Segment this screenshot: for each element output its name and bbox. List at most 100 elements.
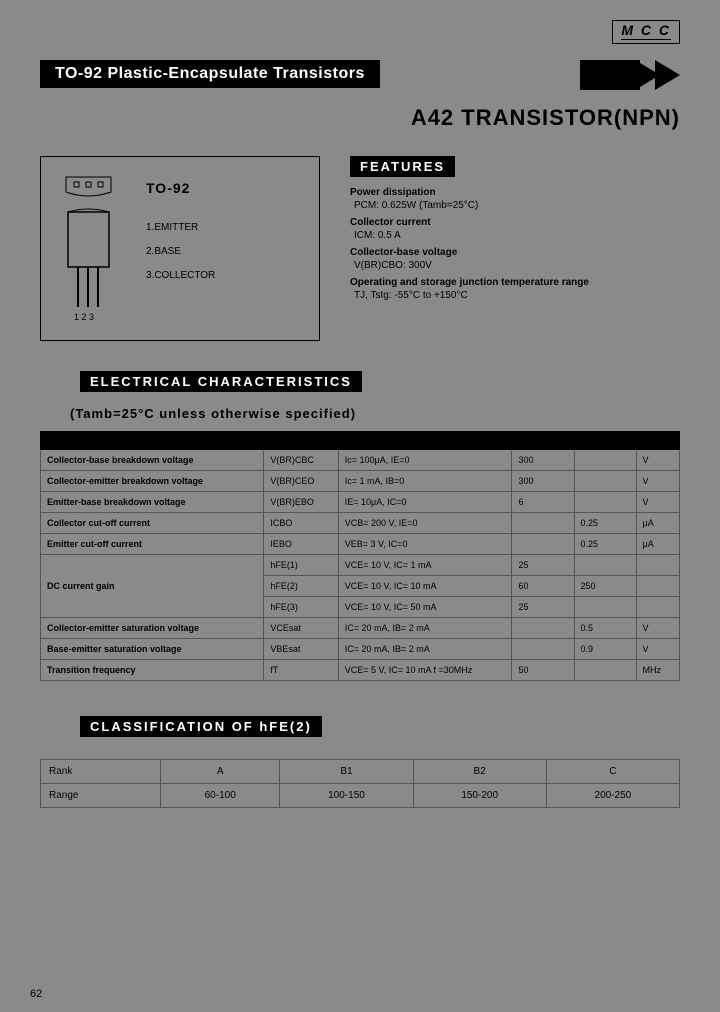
classification-header: CLASSIFICATION OF hFE(2) [80, 716, 322, 737]
min-cell: 300 [512, 471, 574, 492]
table-row: DC current gainhFE(1)VCE= 10 V, IC= 1 mA… [41, 555, 680, 576]
rank-cell: C [546, 760, 679, 784]
min-cell [512, 534, 574, 555]
feature-heading: Power dissipation [350, 187, 680, 198]
feature-item: Collector current ICM: 0.5 A [350, 217, 680, 241]
feature-item: Power dissipation PCM: 0.625W (Tamb=25°C) [350, 187, 680, 211]
electrical-section: ELECTRICAL CHARACTERISTICS (Tamb=25°C un… [40, 371, 680, 681]
range-cell: 150-200 [413, 784, 546, 808]
feature-value: TJ, Tstg: -55°C to +150°C [350, 290, 680, 301]
rank-cell: B1 [280, 760, 413, 784]
min-cell: 25 [512, 555, 574, 576]
cond-cell: IC= 20 mA, IB= 2 mA [338, 618, 512, 639]
pin-numbers: 1 2 3 [74, 312, 94, 322]
feature-heading: Collector-base voltage [350, 247, 680, 258]
unit-cell: V [636, 639, 679, 660]
page-number: 62 [30, 988, 42, 1000]
pin-1-label: 1.EMITTER [146, 216, 215, 240]
max-cell [574, 555, 636, 576]
unit-cell [636, 555, 679, 576]
electrical-subheader: (Tamb=25°C unless otherwise specified) [70, 406, 680, 421]
cond-cell: VCE= 10 V, IC= 1 mA [338, 555, 512, 576]
cond-cell: VEB= 3 V, IC=0 [338, 534, 512, 555]
cond-cell: VCE= 10 V, IC= 10 mA [338, 576, 512, 597]
pin-3-label: 3.COLLECTOR [146, 264, 215, 288]
cond-cell: VCE= 10 V, IC= 50 mA [338, 597, 512, 618]
range-cell: 100-150 [280, 784, 413, 808]
sym-cell: VBEsat [264, 639, 338, 660]
unit-cell: MHz [636, 660, 679, 681]
product-title: A42 TRANSISTOR(NPN) [40, 105, 680, 131]
feature-value: V(BR)CBO: 300V [350, 260, 680, 271]
features-section: FEATURES Power dissipationPCM: 0.625W (T… [350, 156, 680, 341]
param-cell: Collector cut-off current [41, 513, 264, 534]
sym-cell: V(BR)CEO [264, 471, 338, 492]
package-name: TO-92 [146, 172, 215, 206]
sym-cell: V(BR)CBC [264, 450, 338, 471]
package-diagram-box: 1 2 3 TO-92 1.EMITTER 2.BASE 3.COLLECTOR [40, 156, 320, 341]
unit-cell [636, 597, 679, 618]
banner-title: TO-92 Plastic-Encapsulate Transistors [40, 60, 380, 88]
classification-table: RankAB1B2CRange60-100100-150150-200200-2… [40, 759, 680, 808]
min-cell [512, 513, 574, 534]
table-row: Collector cut-off currentICBOVCB= 200 V,… [41, 513, 680, 534]
min-cell [512, 639, 574, 660]
param-cell: Collector-emitter breakdown voltage [41, 471, 264, 492]
unit-cell: V [636, 618, 679, 639]
range-label: Range [41, 784, 161, 808]
unit-cell: V [636, 492, 679, 513]
min-cell [512, 618, 574, 639]
max-cell [574, 597, 636, 618]
sym-cell: hFE(2) [264, 576, 338, 597]
table-row: Emitter cut-off currentIEBOVEB= 3 V, IC=… [41, 534, 680, 555]
rank-label: Rank [41, 760, 161, 784]
feature-item: Collector-base voltage V(BR)CBO: 300V [350, 247, 680, 271]
table-row: Emitter-base breakdown voltageV(BR)EBOIE… [41, 492, 680, 513]
param-cell: Collector-emitter saturation voltage [41, 618, 264, 639]
min-cell: 60 [512, 576, 574, 597]
max-cell: 0.25 [574, 513, 636, 534]
max-cell [574, 492, 636, 513]
unit-cell: V [636, 471, 679, 492]
min-cell: 300 [512, 450, 574, 471]
feature-item: Operating and storage junction temperatu… [350, 277, 680, 301]
max-cell: 0.25 [574, 534, 636, 555]
banner-arrows [585, 60, 680, 90]
package-labels: TO-92 1.EMITTER 2.BASE 3.COLLECTOR [146, 172, 215, 325]
title-banner: TO-92 Plastic-Encapsulate Transistors [40, 60, 680, 90]
sym-cell: fT [264, 660, 338, 681]
table-row: Transition frequencyfTVCE= 5 V, IC= 10 m… [41, 660, 680, 681]
cond-cell: VCB= 200 V, IE=0 [338, 513, 512, 534]
cond-cell: Ic= 100μA, IE=0 [338, 450, 512, 471]
pin-2-label: 2.BASE [146, 240, 215, 264]
feature-heading: Collector current [350, 217, 680, 228]
range-cell: 200-250 [546, 784, 679, 808]
min-cell: 50 [512, 660, 574, 681]
classification-section: CLASSIFICATION OF hFE(2) RankAB1B2CRange… [40, 716, 680, 808]
table-row: Collector-emitter breakdown voltageV(BR)… [41, 471, 680, 492]
param-cell: Transition frequency [41, 660, 264, 681]
table-row: Collector-emitter saturation voltageVCEs… [41, 618, 680, 639]
max-cell [574, 471, 636, 492]
feature-value: ICM: 0.5 A [350, 230, 680, 241]
cond-cell: Ic= 1 mA, IB=0 [338, 471, 512, 492]
unit-cell: μA [636, 513, 679, 534]
max-cell [574, 660, 636, 681]
max-cell: 0.5 [574, 618, 636, 639]
electrical-header: ELECTRICAL CHARACTERISTICS [80, 371, 362, 392]
logo-text: M C C [621, 22, 671, 38]
table-row: Collector-base breakdown voltageV(BR)CBC… [41, 450, 680, 471]
max-cell [574, 450, 636, 471]
unit-cell: μA [636, 534, 679, 555]
sym-cell: V(BR)EBO [264, 492, 338, 513]
sym-cell: IEBO [264, 534, 338, 555]
min-cell: 25 [512, 597, 574, 618]
param-cell: Collector-base breakdown voltage [41, 450, 264, 471]
cond-cell: IE= 10μA, IC=0 [338, 492, 512, 513]
feature-value: PCM: 0.625W (Tamb=25°C) [350, 200, 680, 211]
param-cell: Base-emitter saturation voltage [41, 639, 264, 660]
sym-cell: ICBO [264, 513, 338, 534]
range-cell: 60-100 [161, 784, 280, 808]
unit-cell: V [636, 450, 679, 471]
table-row: RankAB1B2C [41, 760, 680, 784]
